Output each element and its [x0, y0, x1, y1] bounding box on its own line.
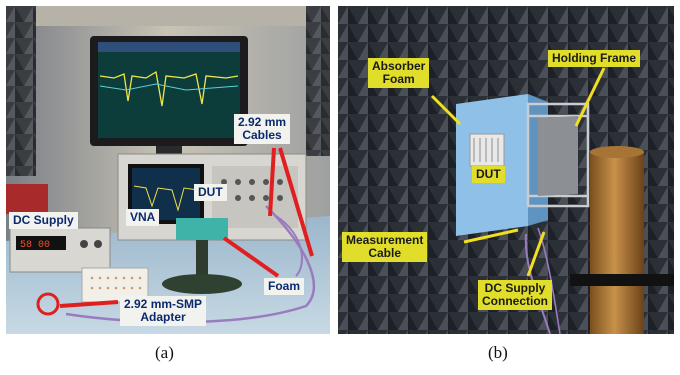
label-dc-supply-connection: DC Supply Connection: [478, 280, 552, 310]
adapter-highlight-circle: [36, 292, 60, 316]
label-measurement-cable: Measurement Cable: [342, 232, 428, 262]
label-cables: 2.92 mm Cables: [234, 114, 291, 144]
caption-b: (b): [488, 343, 508, 362]
absorber-foam-block: [456, 94, 548, 236]
svg-text:58 00: 58 00: [20, 240, 50, 251]
label-vna: VNA: [126, 209, 160, 226]
dut-holder: [162, 218, 242, 294]
label-absorber-foam: Absorber Foam: [368, 58, 430, 88]
caption-a: (a): [155, 343, 174, 362]
label-adapter: 2.92 mm-SMP Adapter: [120, 296, 207, 326]
photo-anechoic-chamber: Absorber Foam Holding Frame DUT Measurem…: [338, 6, 674, 334]
label-dut: DUT: [194, 184, 227, 201]
annotation-arrows: [430, 67, 606, 277]
label-dc-supply: DC Supply: [9, 212, 78, 229]
dc-supply-unit: 58 00: [9, 227, 111, 273]
label-foam: Foam: [264, 278, 305, 295]
label-dut: DUT: [472, 166, 505, 183]
annotation-arrows: [59, 147, 314, 308]
photo-lab-setup: 58 00 DC Supply VNA DUT 2.: [6, 6, 330, 334]
mounting-pole: [590, 152, 644, 334]
monitor: [90, 36, 248, 166]
label-holding-frame: Holding Frame: [548, 50, 641, 67]
